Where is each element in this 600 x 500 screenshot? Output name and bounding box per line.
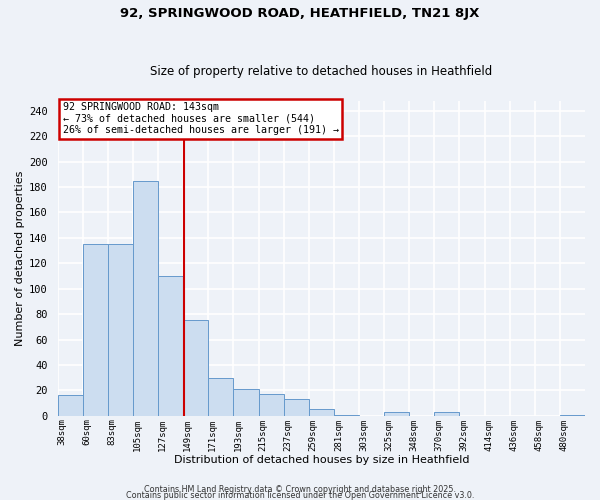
Bar bbox=[434, 412, 460, 416]
Bar bbox=[183, 320, 208, 416]
Title: Size of property relative to detached houses in Heathfield: Size of property relative to detached ho… bbox=[150, 66, 493, 78]
Text: Contains public sector information licensed under the Open Government Licence v3: Contains public sector information licen… bbox=[126, 490, 474, 500]
Bar bbox=[334, 414, 359, 416]
Bar bbox=[83, 244, 108, 416]
Bar bbox=[560, 414, 585, 416]
Bar bbox=[309, 410, 334, 416]
Text: Contains HM Land Registry data © Crown copyright and database right 2025.: Contains HM Land Registry data © Crown c… bbox=[144, 484, 456, 494]
Bar bbox=[108, 244, 133, 416]
Bar bbox=[208, 378, 233, 416]
X-axis label: Distribution of detached houses by size in Heathfield: Distribution of detached houses by size … bbox=[173, 455, 469, 465]
Text: 92 SPRINGWOOD ROAD: 143sqm
← 73% of detached houses are smaller (544)
26% of sem: 92 SPRINGWOOD ROAD: 143sqm ← 73% of deta… bbox=[63, 102, 339, 136]
Bar bbox=[284, 400, 309, 416]
Text: 92, SPRINGWOOD ROAD, HEATHFIELD, TN21 8JX: 92, SPRINGWOOD ROAD, HEATHFIELD, TN21 8J… bbox=[121, 8, 479, 20]
Bar bbox=[384, 412, 409, 416]
Bar bbox=[158, 276, 183, 416]
Bar bbox=[259, 394, 284, 416]
Bar bbox=[233, 389, 259, 416]
Y-axis label: Number of detached properties: Number of detached properties bbox=[15, 170, 25, 346]
Bar bbox=[133, 180, 158, 416]
Bar bbox=[58, 396, 83, 416]
